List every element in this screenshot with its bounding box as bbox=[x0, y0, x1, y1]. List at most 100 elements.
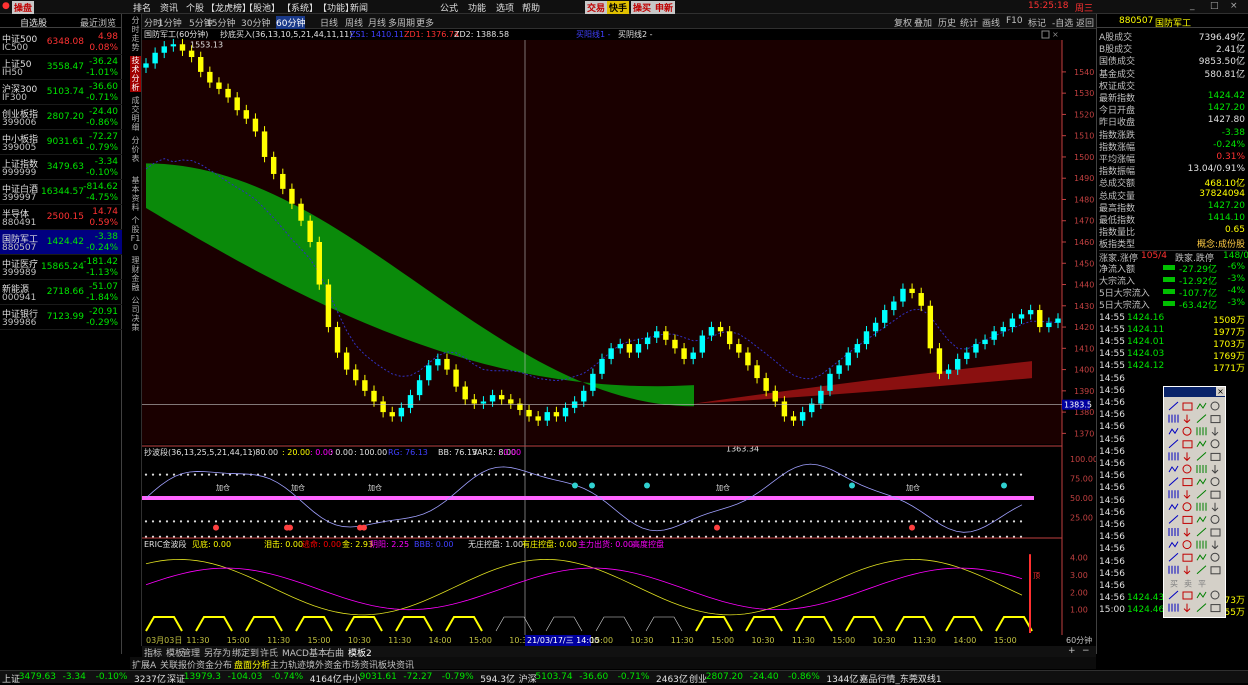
quick-button[interactable]: 快手 bbox=[607, 1, 630, 14]
palette-line-icon[interactable] bbox=[1196, 489, 1207, 499]
palette-rect-icon[interactable] bbox=[1182, 553, 1193, 562]
trade-button[interactable]: 交易 bbox=[585, 1, 608, 14]
tab-watchlist[interactable]: 自选股 bbox=[20, 19, 48, 29]
palette-arrow-icon[interactable] bbox=[1211, 540, 1219, 550]
watchlist-row[interactable]: 中证医疗 399989 15865.24 -181.42 -1.13% bbox=[0, 255, 122, 280]
palette-arrow-icon[interactable] bbox=[1211, 427, 1219, 436]
extension-tab[interactable]: 市场资讯 bbox=[342, 661, 379, 671]
menu-item[interactable]: 排名 bbox=[133, 4, 152, 14]
palette-line-icon[interactable] bbox=[1168, 439, 1179, 449]
palette-trade-label[interactable]: 平 bbox=[1198, 579, 1206, 588]
palette-rect-icon[interactable] bbox=[1210, 452, 1221, 461]
period-tab[interactable]: 1分钟 bbox=[158, 19, 182, 29]
palette-wave-icon[interactable] bbox=[1196, 478, 1207, 485]
palette-circle-icon[interactable] bbox=[1210, 552, 1220, 562]
toolbar-tool[interactable]: 叠加 bbox=[914, 19, 933, 29]
period-tab[interactable]: 月线 bbox=[368, 19, 387, 29]
tab-recent[interactable]: 最近浏览 bbox=[80, 19, 117, 29]
palette-line-icon[interactable] bbox=[1196, 565, 1207, 575]
palette-circle-icon[interactable] bbox=[1210, 590, 1220, 600]
buy-button[interactable]: 操买 bbox=[631, 1, 654, 14]
extension-tab[interactable]: 关联报价 bbox=[160, 661, 197, 671]
vtab[interactable]: 基本资料 bbox=[131, 176, 140, 212]
toolbar-tool[interactable]: -自选 bbox=[1052, 19, 1074, 29]
toolbar-tool[interactable]: 画线 bbox=[982, 19, 1001, 29]
period-tab[interactable]: 分时 bbox=[144, 19, 163, 29]
extension-tab[interactable]: 盘面分析 bbox=[234, 661, 271, 671]
watchlist-row[interactable]: 国防军工 880507 1424.42 -3.38 -0.24% bbox=[0, 230, 122, 255]
palette-arrow-icon[interactable] bbox=[1183, 603, 1191, 613]
toolbar-tool[interactable]: 复权 bbox=[894, 19, 913, 29]
bottom-tab[interactable]: 绑定到 bbox=[232, 649, 260, 659]
period-tab[interactable]: 60分钟 bbox=[276, 16, 306, 29]
palette-line-icon[interactable] bbox=[1168, 401, 1179, 411]
palette-wave-icon[interactable] bbox=[1168, 541, 1179, 548]
palette-wave-icon[interactable] bbox=[1196, 516, 1207, 523]
palette-titlebar[interactable] bbox=[1164, 387, 1225, 397]
menu-item[interactable]: 【股池】 bbox=[244, 4, 281, 14]
palette-rect-icon[interactable] bbox=[1210, 604, 1221, 613]
palette-circle-icon[interactable] bbox=[1182, 426, 1192, 436]
palette-circle-icon[interactable] bbox=[1182, 540, 1192, 550]
toolbar-tool[interactable]: F10 bbox=[1006, 16, 1023, 26]
zoom-minus-icon[interactable]: − bbox=[1082, 646, 1090, 656]
vtab[interactable]: 成交明细 bbox=[131, 96, 140, 132]
extension-tab[interactable]: 板块资讯 bbox=[378, 661, 415, 671]
bottom-tab[interactable]: 管理 bbox=[182, 649, 201, 659]
palette-wave-icon[interactable] bbox=[1168, 503, 1179, 511]
period-tab[interactable]: 日线 bbox=[320, 19, 339, 29]
menu-item[interactable]: 个股 bbox=[186, 4, 205, 14]
vtab[interactable]: 公司决策 bbox=[131, 296, 140, 332]
watchlist-row[interactable]: 中证白酒 399997 16344.57 -814.62 -4.75% bbox=[0, 180, 122, 205]
menu-item[interactable]: 【功能】 bbox=[318, 4, 355, 14]
palette-arrow-icon[interactable] bbox=[1183, 528, 1191, 537]
palette-line-icon[interactable] bbox=[1196, 527, 1207, 537]
vtab[interactable]: 理财金融 bbox=[131, 256, 140, 292]
vtab[interactable]: 技术分析 bbox=[130, 56, 141, 92]
pane-close-icon[interactable]: × bbox=[1052, 30, 1059, 39]
menu-item[interactable]: 【龙虎榜】 bbox=[206, 4, 252, 14]
palette-rect-icon[interactable] bbox=[1182, 515, 1193, 524]
palette-circle-icon[interactable] bbox=[1182, 464, 1192, 474]
watchlist-row[interactable]: 半导体 880491 2500.15 14.74 0.59% bbox=[0, 205, 122, 230]
palette-rect-icon[interactable] bbox=[1182, 591, 1193, 600]
toolbar-tool[interactable]: 返回 bbox=[1076, 19, 1095, 29]
palette-wave-icon[interactable] bbox=[1168, 427, 1179, 435]
vtab[interactable]: 个股F10 bbox=[130, 216, 141, 252]
drawing-tools-palette[interactable]: × 买卖平 bbox=[1163, 386, 1226, 618]
menu-item[interactable]: 公式 bbox=[440, 4, 459, 14]
logo-button[interactable]: 操盘 bbox=[12, 1, 35, 14]
menu-item[interactable]: 【系统】 bbox=[282, 4, 319, 14]
menu-item[interactable]: 新闻 bbox=[350, 4, 369, 14]
palette-arrow-icon[interactable] bbox=[1183, 490, 1191, 499]
palette-trade-label[interactable]: 卖 bbox=[1184, 579, 1192, 588]
bottom-tab[interactable]: 指标 bbox=[144, 649, 163, 659]
palette-rect-icon[interactable] bbox=[1182, 402, 1193, 411]
palette-circle-icon[interactable] bbox=[1182, 502, 1192, 512]
palette-line-icon[interactable] bbox=[1168, 590, 1179, 600]
palette-circle-icon[interactable] bbox=[1210, 477, 1220, 487]
palette-circle-icon[interactable] bbox=[1210, 401, 1220, 411]
bottom-tab[interactable]: 右曲 bbox=[326, 649, 345, 659]
palette-icons[interactable]: 买卖平 bbox=[1166, 399, 1224, 615]
palette-line-icon[interactable] bbox=[1168, 515, 1179, 524]
bottom-tab[interactable]: 另存为 bbox=[204, 649, 232, 659]
toolbar-tool[interactable]: 标记 bbox=[1028, 19, 1047, 29]
menu-item[interactable]: 选项 bbox=[496, 4, 515, 14]
extension-tab[interactable]: 境外资金 bbox=[306, 661, 343, 671]
palette-line-icon[interactable] bbox=[1196, 414, 1207, 423]
minimize-icon[interactable]: _ bbox=[1190, 1, 1195, 11]
watchlist-row[interactable]: 上证50 IH50 3558.47 -36.24 -1.01% bbox=[0, 55, 122, 80]
watchlist-row[interactable]: 中小板指 399005 9031.61 -72.27 -0.79% bbox=[0, 130, 122, 155]
palette-rect-icon[interactable] bbox=[1210, 528, 1221, 537]
zoom-plus-icon[interactable]: + bbox=[1068, 646, 1076, 656]
watchlist-row[interactable]: 新能源 000941 2718.66 -51.07 -1.84% bbox=[0, 280, 122, 305]
palette-line-icon[interactable] bbox=[1168, 477, 1179, 486]
palette-rect-icon[interactable] bbox=[1210, 415, 1221, 424]
bottom-tab[interactable]: 模板2 bbox=[348, 649, 372, 659]
palette-trade-label[interactable]: 买 bbox=[1170, 579, 1178, 588]
palette-line-icon[interactable] bbox=[1196, 452, 1207, 461]
bottom-tab[interactable]: 许氏 bbox=[260, 649, 279, 659]
chart-area[interactable]: 国防军工(60分钟) 抄底买入(36,13,10,5,21,44,11,11) ZS… bbox=[142, 29, 1098, 646]
watchlist-row[interactable]: 中证500 IC500 6348.08 4.98 0.08% bbox=[0, 30, 122, 55]
